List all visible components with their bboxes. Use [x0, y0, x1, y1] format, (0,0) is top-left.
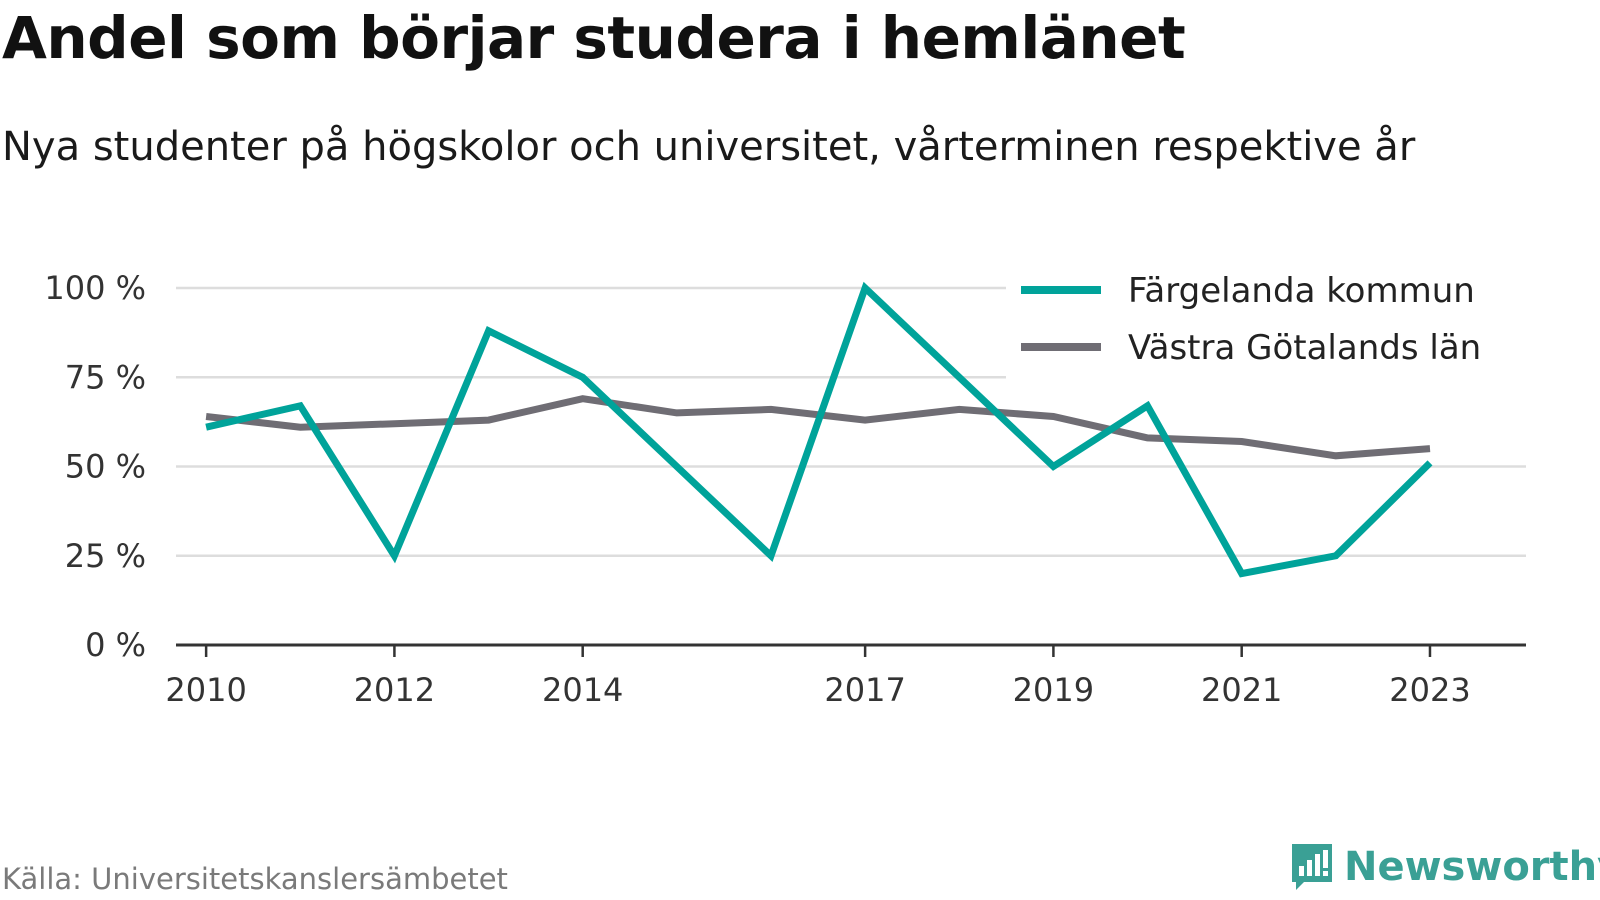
- x-tick-label: 2012: [354, 671, 435, 709]
- chart-subtitle: Nya studenter på högskolor och universit…: [2, 124, 1416, 170]
- brand-logo: Newsworthy: [1290, 842, 1600, 892]
- source-note: Källa: Universitetskanslersämbetet: [2, 862, 508, 896]
- x-tick-label: 2014: [542, 671, 623, 709]
- newsworthy-logo-icon: [1292, 844, 1332, 890]
- x-tick-label: 2023: [1389, 671, 1470, 709]
- x-tick-label: 2021: [1201, 671, 1282, 709]
- y-axis-labels: 0 % 25 % 50 % 75 % 100 %: [44, 269, 146, 664]
- y-tick-label: 25 %: [65, 537, 146, 575]
- x-tick-label: 2017: [824, 671, 905, 709]
- series-line-primary: [205, 281, 1433, 578]
- x-tick-label: 2019: [1013, 671, 1094, 709]
- x-axis: 2010 2012 2014 2017 2019 2021 2023: [165, 643, 1526, 709]
- y-tick-label: 0 %: [85, 626, 146, 664]
- x-tick-label: 2010: [165, 671, 246, 709]
- y-tick-label: 50 %: [65, 448, 146, 486]
- legend: Färgelanda kommun Västra Götalands län: [1006, 262, 1526, 384]
- y-tick-label: 75 %: [65, 358, 146, 396]
- series-lines: [205, 281, 1433, 578]
- legend-label: Västra Götalands län: [1128, 328, 1481, 368]
- legend-label: Färgelanda kommun: [1128, 271, 1475, 311]
- y-tick-label: 100 %: [44, 269, 146, 307]
- legend-background: [1006, 262, 1526, 384]
- brand-name: Newsworthy: [1344, 844, 1600, 890]
- chart-title: Andel som börjar studera i hemlänet: [2, 4, 1186, 72]
